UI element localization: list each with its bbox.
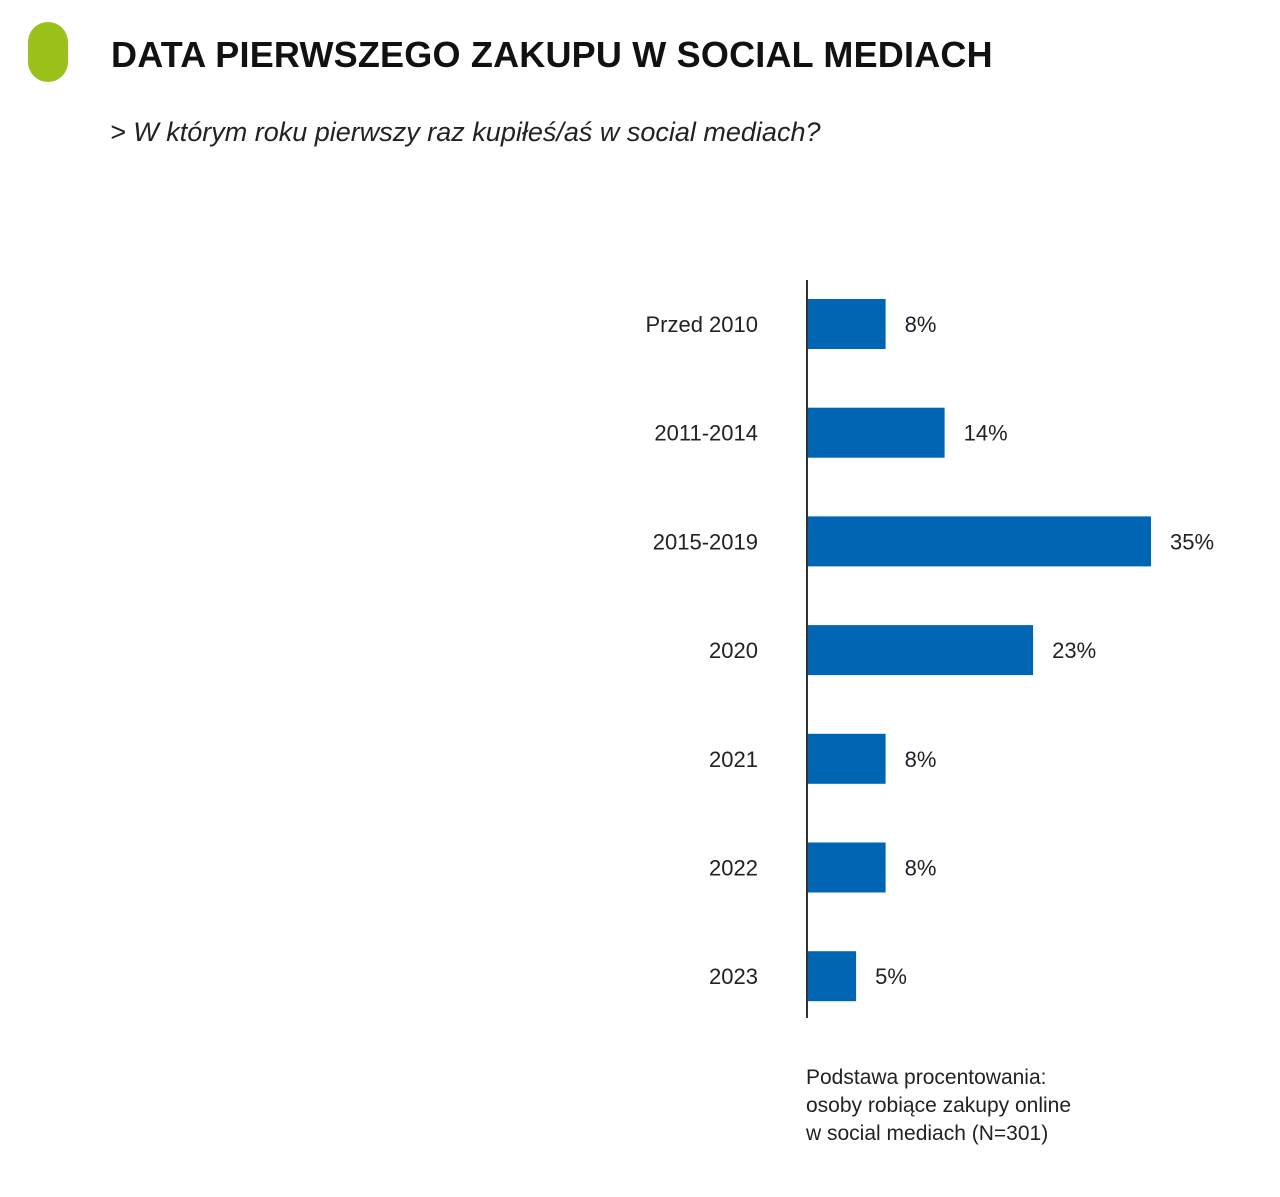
bar bbox=[807, 733, 886, 784]
category-label: 2022 bbox=[709, 856, 758, 881]
category-label: 2011-2014 bbox=[654, 421, 758, 446]
footnote-line-3: w social mediach (N=301) bbox=[806, 1122, 1049, 1145]
value-label: 35% bbox=[1170, 529, 1214, 554]
survey-question: > W którym roku pierwszy raz kupiłeś/aś … bbox=[110, 117, 821, 147]
footnote-line-2: osoby robiące zakupy online bbox=[806, 1094, 1072, 1117]
category-label: 2015-2019 bbox=[653, 529, 758, 554]
bar bbox=[807, 299, 886, 349]
value-label: 23% bbox=[1052, 638, 1096, 663]
category-label: 2021 bbox=[709, 747, 758, 772]
value-label: 5% bbox=[875, 964, 907, 989]
bar bbox=[807, 951, 857, 1002]
value-label: 8% bbox=[905, 747, 937, 772]
category-label: 2023 bbox=[709, 964, 758, 989]
bar bbox=[807, 407, 945, 458]
category-label: 2020 bbox=[709, 638, 758, 663]
accent-pill-decoration bbox=[28, 22, 68, 82]
bar bbox=[807, 516, 1151, 567]
base-footnote: Podstawa procentowania: osoby robiące za… bbox=[806, 1064, 1071, 1148]
bar bbox=[807, 625, 1034, 676]
value-label: 14% bbox=[964, 421, 1008, 446]
page-title: DATA PIERWSZEGO ZAKUPU W SOCIAL MEDIACH bbox=[111, 34, 993, 75]
bar bbox=[807, 842, 886, 893]
value-label: 8% bbox=[905, 312, 937, 337]
footnote-line-1: Podstawa procentowania: bbox=[806, 1066, 1047, 1089]
value-label: 8% bbox=[905, 856, 937, 881]
category-label: Przed 2010 bbox=[645, 312, 758, 337]
